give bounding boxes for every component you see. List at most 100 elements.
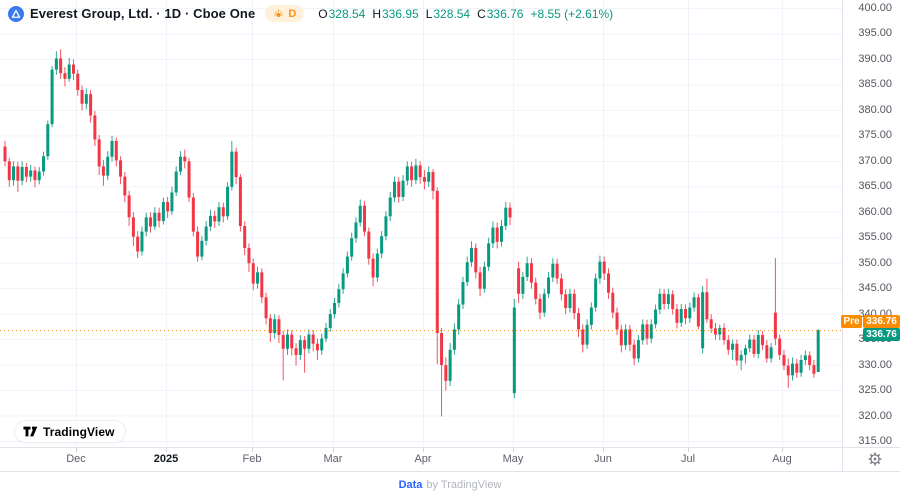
candle bbox=[260, 268, 264, 303]
candle bbox=[251, 258, 255, 291]
candle bbox=[671, 290, 675, 315]
price-scale-settings-gear-icon[interactable] bbox=[867, 451, 883, 467]
candle bbox=[422, 169, 426, 190]
candle bbox=[136, 231, 140, 259]
candle bbox=[615, 307, 619, 336]
chart-pane[interactable] bbox=[0, 0, 842, 447]
time-axis-label: Aug bbox=[772, 453, 792, 465]
time-axis[interactable]: Dec 2025 Feb Mar Apr May Jun Jul Aug bbox=[0, 448, 842, 471]
time-axis-tick bbox=[688, 448, 689, 452]
gridlines bbox=[0, 0, 842, 447]
candle bbox=[756, 329, 760, 359]
candle bbox=[606, 268, 610, 299]
candle bbox=[33, 166, 37, 188]
candle bbox=[431, 168, 435, 200]
candle bbox=[114, 137, 118, 167]
candle bbox=[795, 358, 799, 378]
candle bbox=[769, 343, 773, 363]
candle bbox=[666, 288, 670, 310]
candle bbox=[718, 324, 722, 341]
candle bbox=[234, 147, 238, 185]
candle bbox=[761, 330, 765, 350]
price-tick-label: 385.00 bbox=[858, 78, 892, 91]
tradingview-logo[interactable]: TradingView bbox=[14, 420, 126, 443]
candle bbox=[611, 287, 615, 319]
time-axis-label: Dec bbox=[66, 453, 86, 465]
candle bbox=[392, 176, 396, 203]
price-tick-label: 315.00 bbox=[858, 435, 892, 447]
candle bbox=[46, 120, 50, 160]
candle bbox=[508, 202, 512, 226]
candle bbox=[89, 90, 93, 123]
candles-layer bbox=[3, 49, 820, 417]
candle bbox=[166, 196, 170, 218]
price-axis[interactable]: 400.00 395.00 390.00 385.00 380.00 375.00 370.… bbox=[843, 0, 900, 447]
price-tick-label: 360.00 bbox=[858, 205, 892, 218]
candle bbox=[97, 134, 101, 176]
candle bbox=[808, 351, 812, 371]
title-separator: · bbox=[184, 6, 190, 21]
candle bbox=[752, 335, 756, 358]
low-label: L bbox=[425, 6, 433, 21]
everest-symbol-logo-icon bbox=[8, 5, 24, 22]
candle bbox=[59, 49, 63, 79]
candle bbox=[144, 212, 148, 237]
candle bbox=[499, 219, 503, 247]
candle bbox=[315, 338, 319, 361]
time-axis-label: Feb bbox=[242, 453, 262, 465]
candle bbox=[337, 283, 341, 308]
candle bbox=[414, 158, 418, 185]
candle bbox=[581, 324, 585, 353]
candle bbox=[658, 288, 662, 315]
candle bbox=[178, 151, 182, 176]
candle bbox=[191, 192, 195, 237]
candle bbox=[585, 319, 589, 349]
candle bbox=[243, 221, 247, 256]
ohlc-readout: O 328.54 H 336.95 L 328.54 C 336.76 +8.55 (+… bbox=[318, 7, 613, 21]
interval-badge-letter: D bbox=[288, 7, 297, 20]
data-link[interactable]: Data bbox=[398, 479, 423, 491]
time-axis-label: Apr bbox=[414, 453, 432, 465]
candle bbox=[735, 339, 739, 366]
candle bbox=[131, 212, 135, 246]
candle bbox=[547, 271, 551, 298]
last-price-value: 336.76 bbox=[863, 327, 900, 341]
candle bbox=[628, 324, 632, 352]
candle bbox=[226, 182, 230, 220]
candle bbox=[713, 322, 717, 340]
candle bbox=[76, 69, 80, 96]
candle bbox=[401, 175, 405, 202]
candle bbox=[722, 323, 726, 345]
candle bbox=[71, 59, 75, 80]
candle bbox=[119, 156, 123, 185]
candle bbox=[303, 336, 307, 373]
candle bbox=[256, 266, 260, 289]
change-value: +8.55 (+2.61%) bbox=[530, 6, 614, 21]
candle bbox=[491, 221, 495, 248]
time-axis-tick bbox=[252, 448, 253, 452]
sun-icon bbox=[274, 9, 284, 17]
time-axis-label: Jul bbox=[680, 453, 696, 465]
candle bbox=[440, 327, 444, 417]
candle bbox=[328, 309, 332, 332]
close-label: C bbox=[477, 6, 486, 21]
candle bbox=[739, 350, 743, 371]
time-axis-label: Mar bbox=[323, 453, 343, 465]
candle bbox=[354, 217, 358, 243]
candle bbox=[12, 161, 16, 186]
time-axis-tick bbox=[513, 448, 514, 452]
low-value: 328.54 bbox=[433, 6, 471, 21]
time-axis-label: Jun bbox=[594, 453, 612, 465]
candle bbox=[452, 323, 456, 355]
candle bbox=[20, 161, 24, 186]
candle bbox=[457, 298, 461, 335]
candle bbox=[594, 273, 598, 312]
pre-label: Pre bbox=[841, 314, 862, 328]
premarket-status-badge[interactable]: D bbox=[265, 5, 305, 22]
candle bbox=[230, 140, 234, 191]
candle bbox=[29, 164, 33, 182]
open-label: O bbox=[318, 6, 328, 21]
candle bbox=[37, 166, 41, 185]
symbol-title[interactable]: Everest Group, Ltd. · 1D · Cboe One bbox=[30, 6, 255, 21]
candle bbox=[791, 357, 795, 381]
